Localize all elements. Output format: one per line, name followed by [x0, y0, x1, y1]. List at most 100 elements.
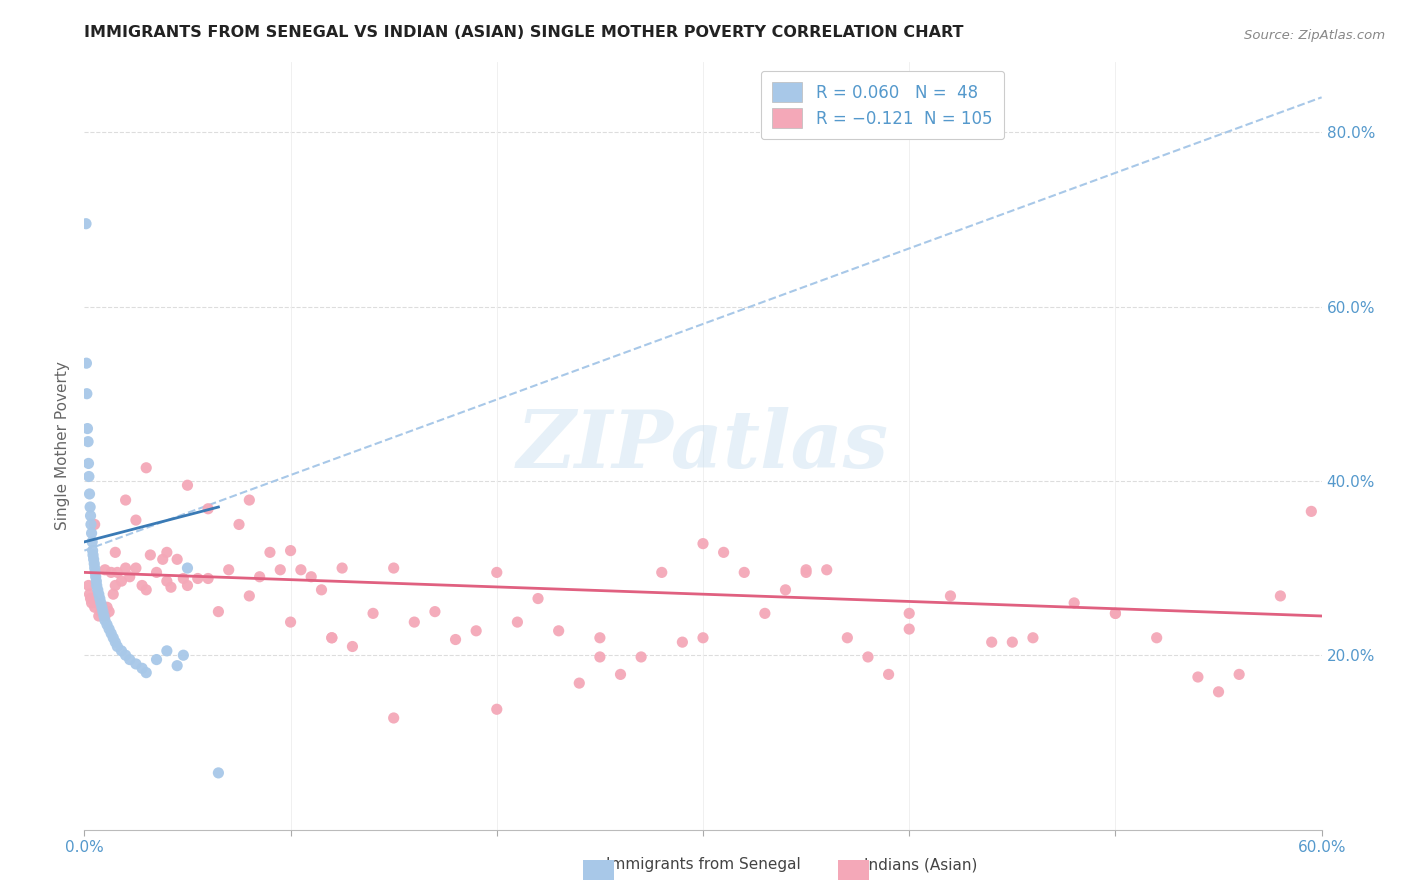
Point [342, 640, 364, 654]
Point [321, 631, 343, 645]
Point [877, 667, 900, 681]
Point [75, 356, 97, 370]
Point [80, 596, 103, 610]
Point [100, 626, 122, 640]
Point [105, 566, 128, 580]
Point [80, 526, 103, 541]
Point [207, 765, 229, 780]
Point [1104, 607, 1126, 621]
Point [77, 457, 100, 471]
Point [249, 570, 271, 584]
Point [280, 543, 302, 558]
Point [361, 607, 384, 621]
Point [104, 578, 127, 592]
Point [423, 605, 446, 619]
Point [77, 434, 100, 449]
Point [382, 561, 405, 575]
Point [118, 652, 141, 666]
Point [118, 570, 141, 584]
Legend: R = 0.060   N =  48, R = −0.121  N = 105: R = 0.060 N = 48, R = −0.121 N = 105 [761, 70, 1004, 139]
Point [1187, 670, 1209, 684]
Point [815, 563, 838, 577]
Point [125, 657, 148, 671]
Point [79, 500, 101, 514]
Point [156, 545, 179, 559]
Point [775, 582, 797, 597]
Point [980, 635, 1002, 649]
Point [176, 478, 198, 492]
Point [166, 552, 188, 566]
Point [87, 582, 110, 597]
Point [228, 517, 250, 532]
Point [103, 587, 125, 601]
Point [83, 600, 105, 615]
Point [110, 644, 132, 658]
Point [176, 561, 198, 575]
Point [465, 624, 488, 638]
Point [172, 572, 194, 586]
Point [485, 566, 508, 580]
Point [290, 563, 312, 577]
Point [94, 613, 117, 627]
Point [651, 566, 673, 580]
Point [90, 600, 112, 615]
Point [79, 508, 101, 523]
Text: IMMIGRANTS FROM SENEGAL VS INDIAN (ASIAN) SINGLE MOTHER POVERTY CORRELATION CHAR: IMMIGRANTS FROM SENEGAL VS INDIAN (ASIAN… [84, 26, 965, 40]
Point [382, 711, 405, 725]
Text: ZIPatlas: ZIPatlas [517, 408, 889, 484]
Point [86, 574, 108, 588]
Point [1022, 631, 1045, 645]
Point [733, 566, 755, 580]
Point [83, 557, 105, 571]
Point [82, 534, 104, 549]
Point [713, 545, 735, 559]
Point [321, 631, 343, 645]
Point [1001, 635, 1024, 649]
Point [103, 631, 125, 645]
Point [91, 605, 114, 619]
Point [568, 676, 591, 690]
Text: Source: ZipAtlas.com: Source: ZipAtlas.com [1244, 29, 1385, 42]
Point [166, 658, 188, 673]
Point [76, 386, 98, 401]
Point [139, 548, 162, 562]
Point [125, 561, 148, 575]
Point [77, 469, 100, 483]
Point [135, 665, 157, 680]
Point [1063, 596, 1085, 610]
Text: Immigrants from Senegal: Immigrants from Senegal [606, 857, 800, 872]
Point [89, 591, 111, 606]
Point [100, 566, 122, 580]
Point [485, 702, 508, 716]
Point [79, 591, 101, 606]
Point [90, 605, 112, 619]
Point [1270, 589, 1292, 603]
Point [444, 632, 467, 647]
Point [506, 615, 529, 629]
Point [197, 572, 219, 586]
Point [311, 582, 333, 597]
Point [77, 578, 100, 592]
Point [82, 548, 104, 562]
Point [104, 635, 127, 649]
Point [98, 605, 121, 619]
Point [330, 561, 353, 575]
Point [94, 563, 117, 577]
Point [187, 572, 209, 586]
Point [837, 631, 859, 645]
Point [105, 640, 128, 654]
Point [80, 517, 103, 532]
Point [589, 631, 612, 645]
Point [692, 631, 714, 645]
Point [299, 570, 322, 584]
Point [609, 667, 631, 681]
Point [939, 589, 962, 603]
Point [269, 563, 291, 577]
Point [145, 652, 167, 666]
Point [692, 536, 714, 550]
Point [197, 501, 219, 516]
Point [91, 600, 114, 615]
Point [589, 649, 612, 664]
Point [83, 561, 105, 575]
Point [83, 552, 105, 566]
